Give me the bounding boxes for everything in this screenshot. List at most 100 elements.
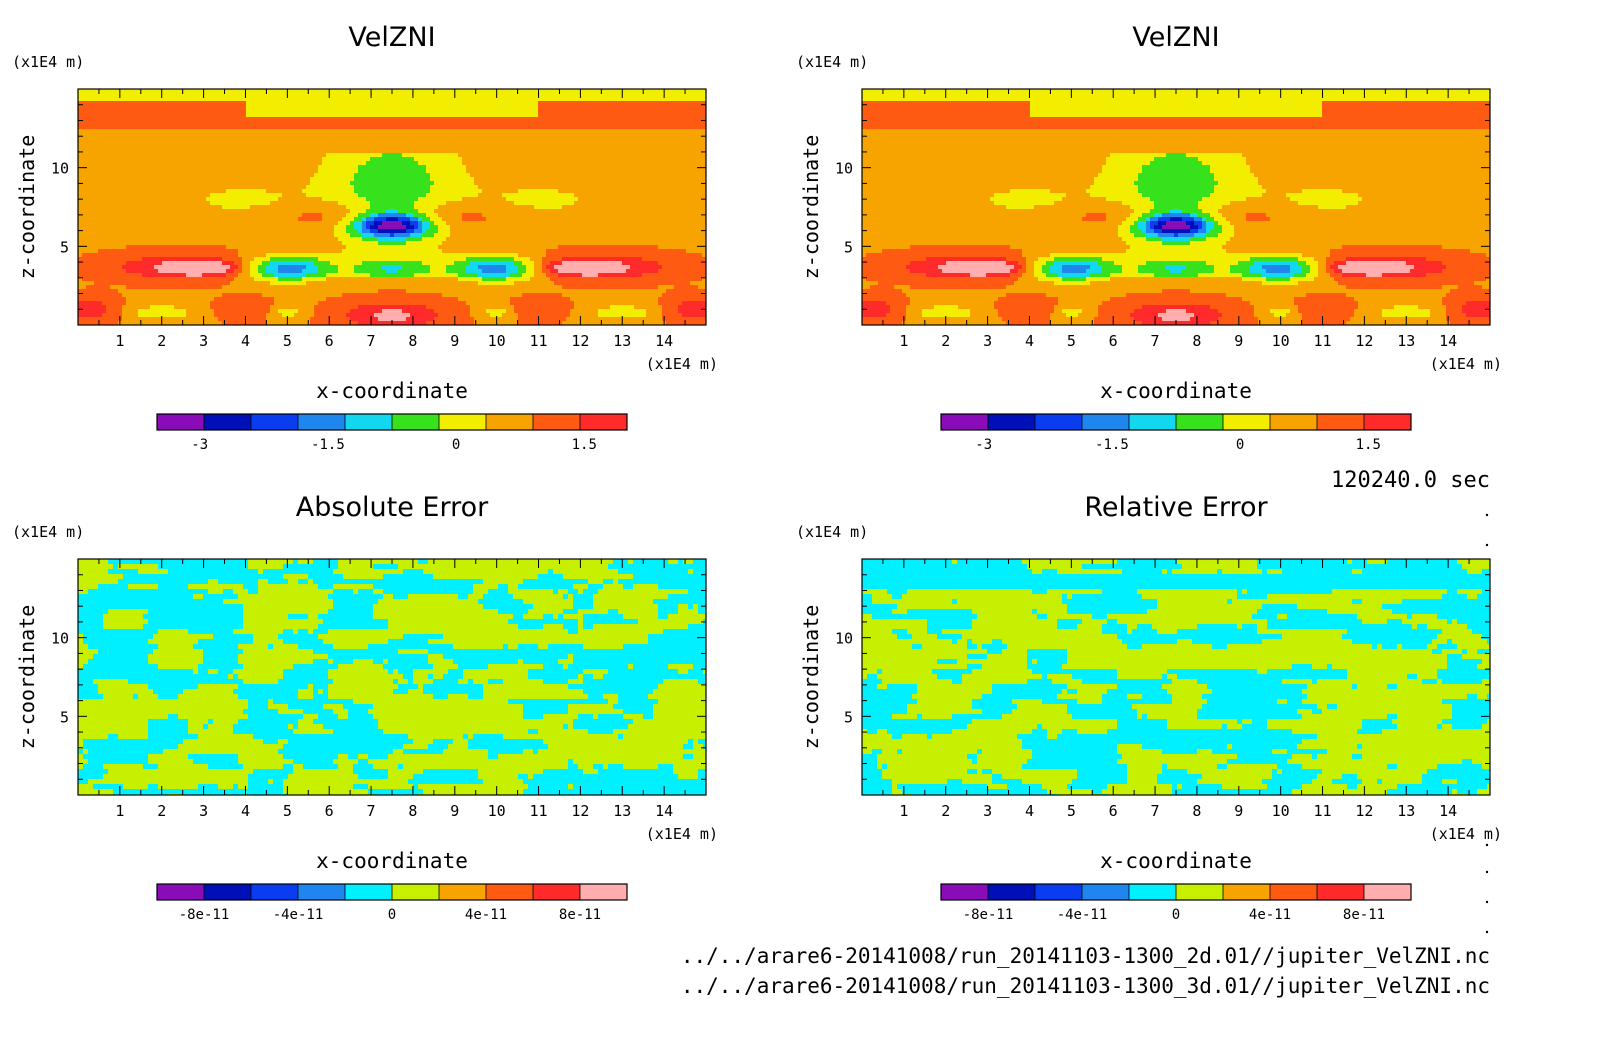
x-tick-label: 7 (1151, 332, 1160, 350)
colorbar-swatch (345, 884, 393, 900)
colorbar-swatch (298, 884, 346, 900)
colorbar-swatch (580, 884, 628, 900)
x-tick-label: 10 (1272, 802, 1290, 820)
x-tick-label: 14 (655, 332, 673, 350)
y-unit-label: (x1E4 m) (12, 523, 84, 541)
margin-dot (1485, 543, 1489, 547)
x-tick-label: 4 (241, 332, 250, 350)
colorbar-tick-label: -4e-11 (273, 907, 324, 923)
colorbar-swatch (1082, 414, 1130, 430)
x-tick-label: 1 (115, 332, 124, 350)
colorbar-swatch (1035, 884, 1083, 900)
velzni-field-2 (862, 89, 1491, 326)
colorbar-swatch (1035, 414, 1083, 430)
x-tick-label: 10 (1272, 332, 1290, 350)
x-tick-label: 6 (325, 802, 334, 820)
colorbar-swatch (941, 414, 989, 430)
error-field-2 (862, 559, 1491, 796)
x-tick-label: 7 (367, 802, 376, 820)
x-tick-label: 5 (283, 802, 292, 820)
colorbar-swatch (486, 884, 534, 900)
colorbar-tick-label: -8e-11 (179, 907, 230, 923)
x-tick-label: 6 (325, 332, 334, 350)
colorbar-swatch (157, 884, 205, 900)
x-tick-label: 7 (1151, 802, 1160, 820)
colorbar-swatch (1176, 884, 1224, 900)
colorbar-swatch (204, 884, 252, 900)
colorbar-velzni-3d: -3 -1.5 0 1.5 (940, 413, 1412, 453)
x-tick-label: 8 (1192, 332, 1201, 350)
y-tick-label: 10 (51, 160, 69, 178)
colorbar-swatch (251, 414, 299, 430)
x-tick-label: 12 (571, 802, 589, 820)
x-unit-label: (x1E4 m) (1430, 825, 1502, 843)
x-tick-label: 2 (941, 802, 950, 820)
y-tick-label: 10 (835, 630, 853, 648)
colorbar-swatch (533, 414, 581, 430)
x-tick-label: 4 (241, 802, 250, 820)
colorbar-swatch (1176, 414, 1224, 430)
colorbar-tick-label: -8e-11 (963, 907, 1014, 923)
margin-dot (1485, 870, 1489, 874)
velzni-field-1 (78, 89, 707, 326)
colorbar-swatch (988, 414, 1036, 430)
colorbar-swatch (1223, 884, 1271, 900)
x-tick-label: 7 (367, 332, 376, 350)
colorbar-swatch (345, 414, 393, 430)
colorbar-tick-label: 0 (1172, 907, 1180, 923)
chart-title: Relative Error (1084, 492, 1268, 523)
colorbar-tick-label: 0 (452, 437, 460, 453)
colorbar-swatch (439, 884, 487, 900)
colorbar-tick-label: 0 (1236, 437, 1244, 453)
x-tick-label: 10 (488, 802, 506, 820)
x-tick-label: 11 (1314, 332, 1332, 350)
x-tick-label: 12 (571, 332, 589, 350)
colorbar-swatch (204, 414, 252, 430)
colorbar-tick-label: -3 (975, 437, 992, 453)
y-unit-label: (x1E4 m) (796, 53, 868, 71)
colorbar-tick-label: 8e-11 (1343, 907, 1385, 923)
x-tick-label: 5 (283, 332, 292, 350)
margin-dot (1485, 513, 1489, 517)
y-tick-label: 10 (835, 160, 853, 178)
x-tick-label: 4 (1025, 332, 1034, 350)
y-unit-label: (x1E4 m) (796, 523, 868, 541)
x-tick-label: 14 (655, 802, 673, 820)
colorbar-tick-label: 4e-11 (465, 907, 507, 923)
y-axis-label: z-coordinate (15, 135, 39, 280)
colorbar-swatch (1129, 884, 1177, 900)
x-tick-label: 8 (408, 802, 417, 820)
colorbar-swatch (486, 414, 534, 430)
x-tick-label: 5 (1067, 802, 1076, 820)
colorbar-swatch (392, 414, 440, 430)
colorbar-tick-label: 0 (388, 907, 396, 923)
colorbar-swatch (1223, 414, 1271, 430)
y-unit-label: (x1E4 m) (12, 53, 84, 71)
colorbar-swatch (533, 884, 581, 900)
y-tick-label: 5 (844, 238, 853, 256)
x-axis-label: x-coordinate (316, 849, 468, 873)
file-path-label: ../../arare6-20141008/run_20141103-1300_… (681, 974, 1490, 998)
colorbar-swatch (298, 414, 346, 430)
x-tick-label: 10 (488, 332, 506, 350)
colorbar-swatch (1317, 414, 1365, 430)
x-tick-label: 3 (983, 802, 992, 820)
colorbar-absolute-error: -8e-11 -4e-11 0 4e-11 8e-11 (156, 883, 628, 923)
x-tick-label: 13 (613, 802, 631, 820)
x-tick-label: 14 (1439, 802, 1457, 820)
x-tick-label: 12 (1355, 332, 1373, 350)
x-tick-label: 12 (1355, 802, 1373, 820)
y-axis-label: z-coordinate (15, 605, 39, 750)
x-unit-label: (x1E4 m) (646, 825, 718, 843)
x-tick-label: 6 (1109, 332, 1118, 350)
y-tick-label: 5 (60, 238, 69, 256)
colorbar-relative-error: -8e-11 -4e-11 0 4e-11 8e-11 (940, 883, 1412, 923)
colorbar-swatch (988, 884, 1036, 900)
colorbar-swatch (1129, 414, 1177, 430)
colorbar-velzni-2d: -3 -1.5 0 1.5 (156, 413, 628, 453)
colorbar-swatch (1364, 884, 1412, 900)
